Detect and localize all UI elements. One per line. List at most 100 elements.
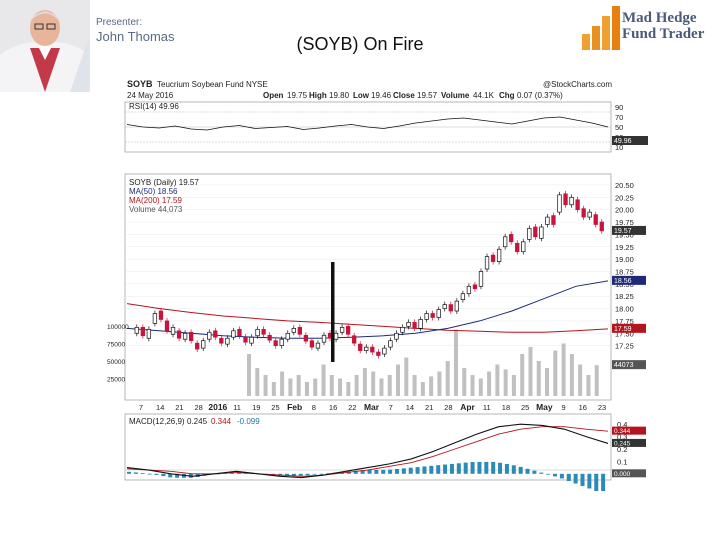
date-tick-label: 28 [194,403,202,412]
candle [412,322,417,329]
candle [152,313,158,324]
candle [454,300,459,312]
low-label: Low [353,91,370,100]
volume-bar [313,378,318,396]
macd-histogram-bar [133,472,138,474]
volume-bar [594,365,599,396]
macd-histogram-bar [140,473,145,474]
macd-histogram-bar [408,467,413,474]
volume-bar [280,371,285,396]
legend-main: SOYB (Daily) 19.57 [129,178,199,187]
volume-bar [495,364,500,396]
macd-tick-label: 0.2 [617,445,627,454]
volume-bar [553,350,558,396]
macd-histogram-bar [298,473,303,476]
date-tick-label: 16 [579,403,587,412]
rsi-tick-label: 70 [615,113,623,122]
date-tick-label: 9 [561,403,565,412]
volume-bar [379,378,384,396]
price-tick-label: 18.00 [615,305,634,314]
macd-histogram-bar [477,461,482,474]
volume-bar [321,364,326,396]
date-tick-label: 11 [483,403,491,412]
brand-logo [580,4,720,52]
candle [279,338,284,346]
macd-legend-name: MACD(12,26,9) [129,417,185,426]
candle [158,310,164,320]
macd-badge [612,426,646,435]
volume-bar [362,368,367,396]
candle [243,336,248,343]
chart-fund-name: Teucrium Soybean Fund NYSE [157,80,268,89]
volume-label: Volume [441,91,470,100]
volume-bar [462,368,467,396]
date-tick-label: 25 [521,403,529,412]
candle [557,194,562,213]
price-badge [612,275,646,285]
candle [388,340,393,348]
candle [496,248,502,262]
candle [515,242,520,253]
chart-source: @StockCharts.com [543,80,612,89]
macd-badge-text: 0.245 [614,440,631,447]
volume-bar [263,375,268,396]
macd-histogram-bar [319,473,324,475]
candle [321,334,327,343]
candle [527,228,532,240]
volume-bar [387,375,392,396]
stock-chart-svg: SOYB Teucrium Soybean Fund NYSE @StockCh… [107,79,648,502]
price-badge-text: 19.57 [614,228,632,235]
candle [587,211,592,218]
logo-bars-icon [582,6,620,50]
candle [333,332,339,340]
macd-histogram-bar [449,463,454,474]
close-value: 19.57 [417,91,438,100]
volume-bar [470,375,475,396]
macd-tick-label: 0.4 [617,420,627,429]
macd-histogram-bar [291,473,296,476]
price-tick-label: 18.75 [615,267,634,276]
rsi-tick-label: 90 [615,103,623,112]
volume-bar [520,354,525,396]
macd-histogram-bar [511,465,516,474]
candle [339,326,345,333]
legend-ma200: MA(200) 17.59 [129,196,182,205]
macd-histogram-bar [436,465,441,474]
logo-text: Mad Hedge Fund Trader [622,10,704,42]
macd-histogram-bar [147,473,152,475]
presenter-name: John Thomas [96,29,175,44]
candle [364,346,369,351]
macd-histogram-bar [326,473,331,475]
volume-bar [511,375,516,396]
candle [539,226,544,239]
candle [430,313,435,318]
macd-badge [612,438,646,447]
volume-bar [271,382,276,396]
chg-value: 0.07 (0.37%) [517,91,563,100]
candle [261,328,266,335]
volume-bar [404,357,409,396]
macd-histogram-bar [491,461,496,474]
macd-badge-text: 0.000 [614,471,631,478]
candle [593,214,598,225]
volume-bar [503,369,508,396]
candle [358,343,363,351]
candle [406,322,411,327]
big-volume-candle [331,262,335,362]
candle [188,331,194,342]
volume-bar [445,361,450,396]
macd-histogram-bar [367,469,372,474]
candle [352,335,357,344]
candle [164,320,170,332]
date-tick-label: 2016 [208,402,227,412]
macd-tick-label: 0.3 [617,433,627,442]
rsi-tick-label: 50 [615,123,623,132]
candle [466,285,472,295]
macd-histogram-bar [175,473,180,478]
macd-histogram-bar [573,473,578,484]
candle [484,256,490,270]
macd-histogram-bar [566,473,571,481]
candle [267,334,272,341]
high-label: High [309,91,327,100]
candle [400,326,405,333]
